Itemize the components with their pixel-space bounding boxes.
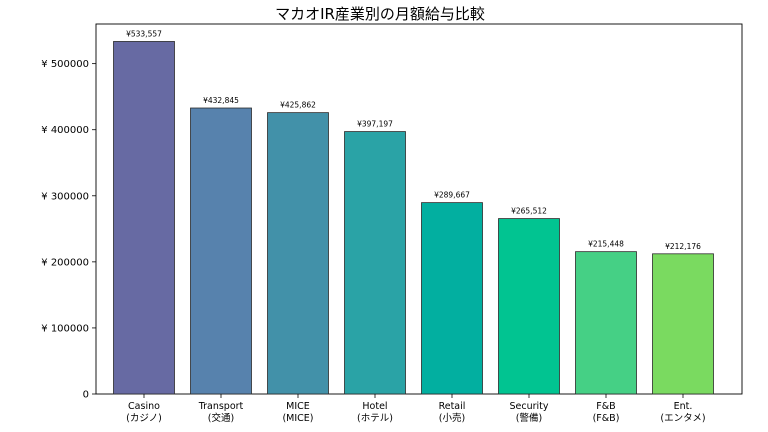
bar-value-label: ¥215,448 <box>588 240 624 249</box>
x-tick-label-sub: (ホテル) <box>357 413 393 424</box>
bar-value-label: ¥397,197 <box>357 120 393 129</box>
chart-title: マカオIR産業別の月額給与比較 <box>275 5 485 23</box>
y-tick-label: ¥ 500000 <box>41 59 89 70</box>
x-tick-label: Retail <box>439 401 466 412</box>
bar-value-label: ¥289,667 <box>434 191 470 200</box>
bar <box>575 251 637 395</box>
y-tick-label: ¥ 100000 <box>41 323 89 334</box>
x-tick-label-sub: (警備) <box>516 412 542 424</box>
bar-value-label: ¥425,862 <box>280 101 316 110</box>
x-tick-label-sub: (MICE) <box>282 413 313 424</box>
x-tick-label: Ent. <box>674 401 693 412</box>
y-tick-label: ¥ 200000 <box>41 257 89 268</box>
x-tick-label-sub: (F&B) <box>593 413 620 424</box>
bar <box>421 202 483 395</box>
plot-area-frame <box>95 23 743 395</box>
bar <box>113 41 175 395</box>
y-tick-label: 0 <box>83 390 89 401</box>
x-tick-label-sub: (小売) <box>439 412 465 424</box>
x-tick-label-sub: (エンタメ) <box>660 413 705 424</box>
bar-value-label: ¥533,557 <box>126 29 162 38</box>
y-tick-label: ¥ 400000 <box>41 125 89 136</box>
bar-value-label: ¥432,845 <box>203 96 239 105</box>
x-axis: Casino(カジノ)Transport(交通)MICE(MICE)Hotel(… <box>126 394 706 424</box>
bar-value-label: ¥265,512 <box>511 207 547 216</box>
x-tick-label: Security <box>509 401 548 412</box>
y-axis: 0 ¥ 100000 ¥ 200000 ¥ 300000 ¥ 400000 ¥ 50000… <box>41 59 96 401</box>
bar <box>344 131 406 395</box>
x-tick-label: MICE <box>286 401 310 412</box>
x-tick-label: Transport <box>198 401 244 412</box>
bar-value-label: ¥212,176 <box>665 242 701 251</box>
bar <box>498 218 560 395</box>
x-tick-label: F&B <box>596 401 615 412</box>
x-tick-label: Hotel <box>362 401 387 412</box>
bar <box>652 253 714 395</box>
bar <box>190 107 252 395</box>
bar <box>267 112 329 395</box>
bar-group: ¥533,557 ¥432,845 ¥425,862 ¥397,197 ¥289,667… <box>113 29 714 395</box>
x-tick-label: Casino <box>128 401 160 412</box>
x-tick-label-sub: (交通) <box>208 412 234 424</box>
x-tick-label-sub: (カジノ) <box>126 413 162 424</box>
y-tick-label: ¥ 300000 <box>41 191 89 202</box>
